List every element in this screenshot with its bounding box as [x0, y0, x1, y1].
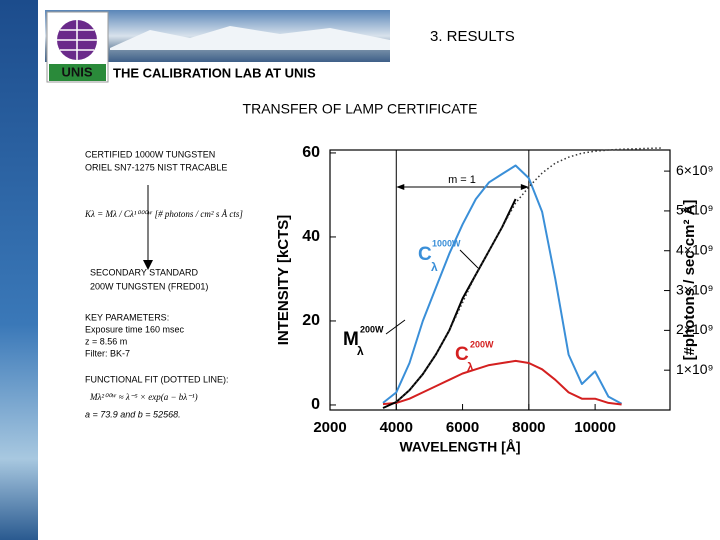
arrow-head	[520, 184, 529, 190]
annotation: λ	[357, 344, 364, 358]
x-tick-label: 10000	[574, 419, 616, 436]
side-strip	[0, 0, 38, 540]
y2-tick-label: 6×10⁹	[676, 162, 714, 178]
y-tick-label: 20	[302, 312, 320, 329]
section-title: 3. RESULTS	[430, 28, 515, 45]
x-tick-label: 2000	[313, 419, 346, 436]
plot-frame	[329, 149, 671, 411]
x-axis-label: WAVELENGTH [Å]	[399, 439, 520, 455]
x-tick-label: 4000	[380, 419, 413, 436]
note: Filter: BK-7	[85, 348, 130, 358]
logo-label-bg	[49, 64, 106, 81]
slide-title: TRANSFER OF LAMP CERTIFICATE	[243, 101, 478, 117]
note: Exposure time 160 msec	[85, 324, 185, 334]
y-tick-label: 40	[302, 228, 320, 245]
series-line	[382, 198, 517, 409]
mountains	[110, 26, 390, 50]
y2-tick-label: 3×10⁹	[676, 281, 714, 297]
logo-text: UNIS	[61, 64, 92, 79]
note: a = 73.9 and b = 52568.	[85, 409, 181, 419]
annotation: 1000W	[432, 238, 461, 248]
arrow-head	[143, 260, 153, 270]
y2-axis-label: [#photons / sec cm² Å]	[681, 200, 698, 361]
y2-tick-label: 5×10⁹	[676, 202, 714, 218]
annotation: M	[343, 329, 359, 350]
y-tick-label: 0	[311, 396, 320, 413]
y-axis-label: INTENSITY [kCTS]	[275, 215, 292, 346]
y2-tick-label: 2×10⁹	[676, 321, 714, 337]
annotation: λ	[431, 260, 438, 274]
annotation: λ	[467, 360, 474, 374]
note: CERTIFIED 1000W TUNGSTEN	[85, 149, 215, 159]
note: FUNCTIONAL FIT (DOTTED LINE):	[85, 374, 229, 384]
note: KEY PARAMETERS:	[85, 312, 169, 322]
y-tick-label: 60	[302, 144, 320, 161]
series-line	[382, 359, 622, 406]
series-line	[382, 164, 623, 405]
note: z = 8.56 m	[85, 336, 127, 346]
annotation: C	[455, 344, 469, 365]
annotation: 200W	[360, 324, 384, 334]
logo-grid	[57, 20, 97, 60]
note: 200W TUNGSTEN (FRED01)	[90, 281, 208, 291]
annotation: m = 1	[448, 174, 476, 186]
y2-tick-label: 4×10⁹	[676, 241, 714, 257]
x-tick-label: 8000	[512, 419, 545, 436]
annotation: 200W	[470, 339, 494, 349]
arrow-head	[396, 184, 405, 190]
note: ORIEL SN7-1275 NIST TRACABLE	[85, 162, 227, 172]
x-tick-label: 6000	[446, 419, 479, 436]
leader-line	[459, 249, 479, 269]
leader-line	[385, 319, 406, 335]
lab-name: THE CALIBRATION LAB AT UNIS	[113, 65, 316, 80]
y2-tick-label: 1×10⁹	[676, 361, 714, 377]
annotation: C	[418, 244, 432, 265]
formula: Mλ²⁰⁰ᵂ ≈ λ⁻⁵ × exp(a − bλ⁻¹)	[89, 392, 198, 402]
formula: Kλ = Mλ / Cλ¹⁰⁰⁰ᵂ [# photons / cm² s Å c…	[84, 209, 243, 219]
note: SECONDARY STANDARD	[90, 267, 199, 277]
